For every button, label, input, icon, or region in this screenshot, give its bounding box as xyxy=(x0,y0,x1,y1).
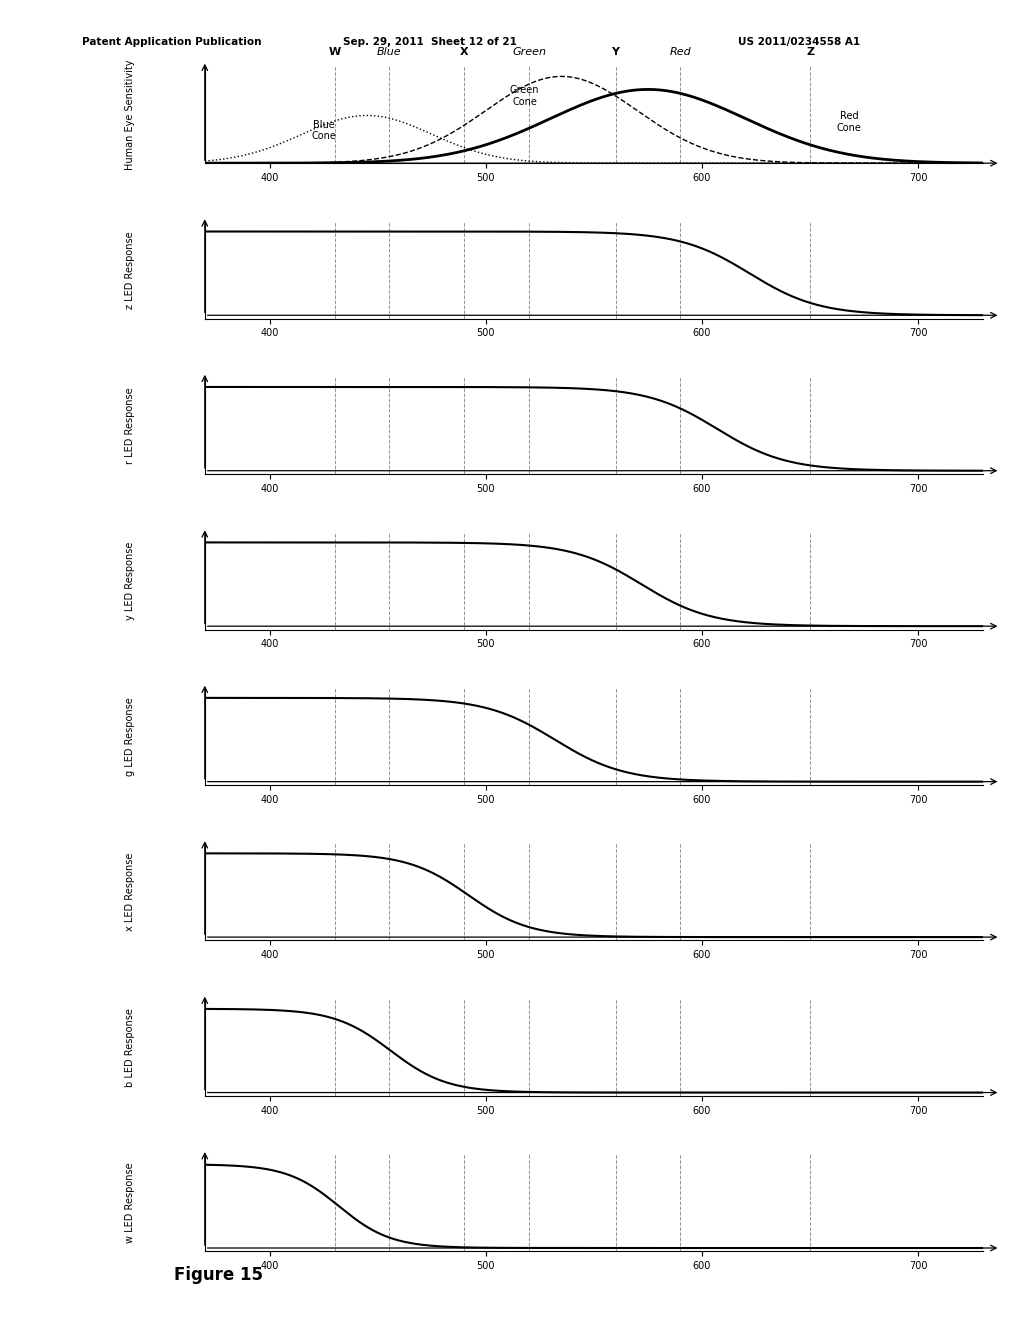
Text: Red: Red xyxy=(670,48,691,57)
Text: Blue
Cone: Blue Cone xyxy=(311,120,336,141)
Y-axis label: Human Eye Sensitivity: Human Eye Sensitivity xyxy=(125,59,135,170)
Text: Green: Green xyxy=(512,48,546,57)
Text: Sep. 29, 2011  Sheet 12 of 21: Sep. 29, 2011 Sheet 12 of 21 xyxy=(343,37,517,48)
Y-axis label: x LED Response: x LED Response xyxy=(125,853,135,931)
Text: Z: Z xyxy=(806,48,814,57)
Text: X: X xyxy=(460,48,469,57)
Text: Green
Cone: Green Cone xyxy=(510,86,540,107)
Y-axis label: r LED Response: r LED Response xyxy=(125,387,135,463)
Text: Patent Application Publication: Patent Application Publication xyxy=(82,37,261,48)
Text: Y: Y xyxy=(611,48,620,57)
Y-axis label: z LED Response: z LED Response xyxy=(125,231,135,309)
Text: US 2011/0234558 A1: US 2011/0234558 A1 xyxy=(737,37,860,48)
Y-axis label: g LED Response: g LED Response xyxy=(125,697,135,776)
Text: W: W xyxy=(329,48,341,57)
Y-axis label: y LED Response: y LED Response xyxy=(125,541,135,620)
Y-axis label: w LED Response: w LED Response xyxy=(125,1163,135,1243)
Text: Blue: Blue xyxy=(376,48,400,57)
Text: Red
Cone: Red Cone xyxy=(837,111,861,133)
Y-axis label: b LED Response: b LED Response xyxy=(125,1008,135,1086)
Text: Figure 15: Figure 15 xyxy=(174,1266,263,1284)
